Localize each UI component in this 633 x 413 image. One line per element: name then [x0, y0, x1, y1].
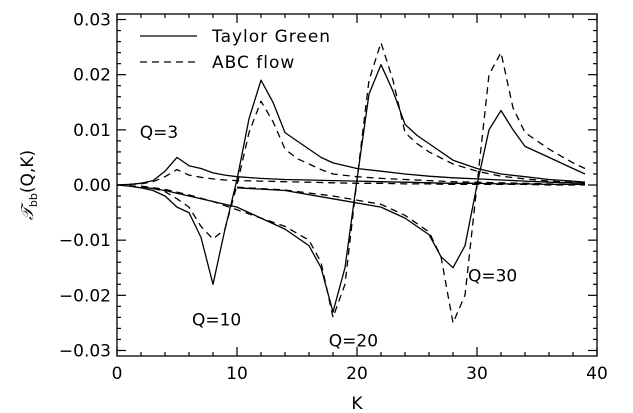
- series-line-q20-solid: [140, 64, 586, 313]
- y-tick-label: 0.02: [73, 66, 111, 86]
- y-tick-label: 0.01: [73, 121, 111, 141]
- y-tick-label: −0.02: [59, 286, 111, 306]
- annotation-q3: Q=3: [140, 123, 178, 143]
- y-axis-title-sub: bb: [27, 193, 40, 207]
- series-line-q30-solid: [236, 109, 586, 269]
- x-tick-label: 20: [346, 364, 368, 384]
- annotation-layer: Q=3 Q=10 Q=20 Q=30: [140, 123, 517, 352]
- series-line-q3-dashed: [116, 168, 585, 186]
- legend-label-taylor-green: Taylor Green: [211, 27, 331, 47]
- series-line-q30-dashed: [236, 51, 586, 324]
- annotation-q10: Q=10: [192, 311, 241, 331]
- y-tick-label: 0.00: [73, 176, 111, 196]
- x-tick-label: 10: [226, 364, 248, 384]
- svg-text:𝒯bb(Q,K): 𝒯bb(Q,K): [18, 150, 40, 220]
- annotation-q20: Q=20: [329, 332, 378, 352]
- x-axis-title: K: [351, 394, 363, 413]
- series-line-q20-dashed: [140, 42, 586, 319]
- y-tick-label: 0.03: [73, 11, 111, 31]
- axis-ticks: 0 10 20 30 40 −0.03 −0.02 −0.01 0.00 0.01 0.02 0.03: [59, 11, 608, 384]
- y-axis-title-args: (Q,K): [18, 150, 38, 193]
- series-layer: [116, 42, 586, 324]
- annotation-q30: Q=30: [468, 267, 517, 287]
- x-tick-label: 30: [466, 364, 488, 384]
- y-tick-label: −0.03: [59, 341, 111, 361]
- y-axis-title: 𝒯bb(Q,K): [18, 150, 40, 220]
- series-line-q10-solid: [116, 79, 586, 285]
- x-tick-label: 0: [112, 364, 123, 384]
- legend-label-abc-flow: ABC flow: [212, 53, 295, 73]
- y-tick-label: −0.01: [59, 231, 111, 251]
- legend: Taylor Green ABC flow: [140, 27, 331, 73]
- series-line-q10-dashed: [116, 100, 585, 240]
- x-tick-label: 40: [586, 364, 608, 384]
